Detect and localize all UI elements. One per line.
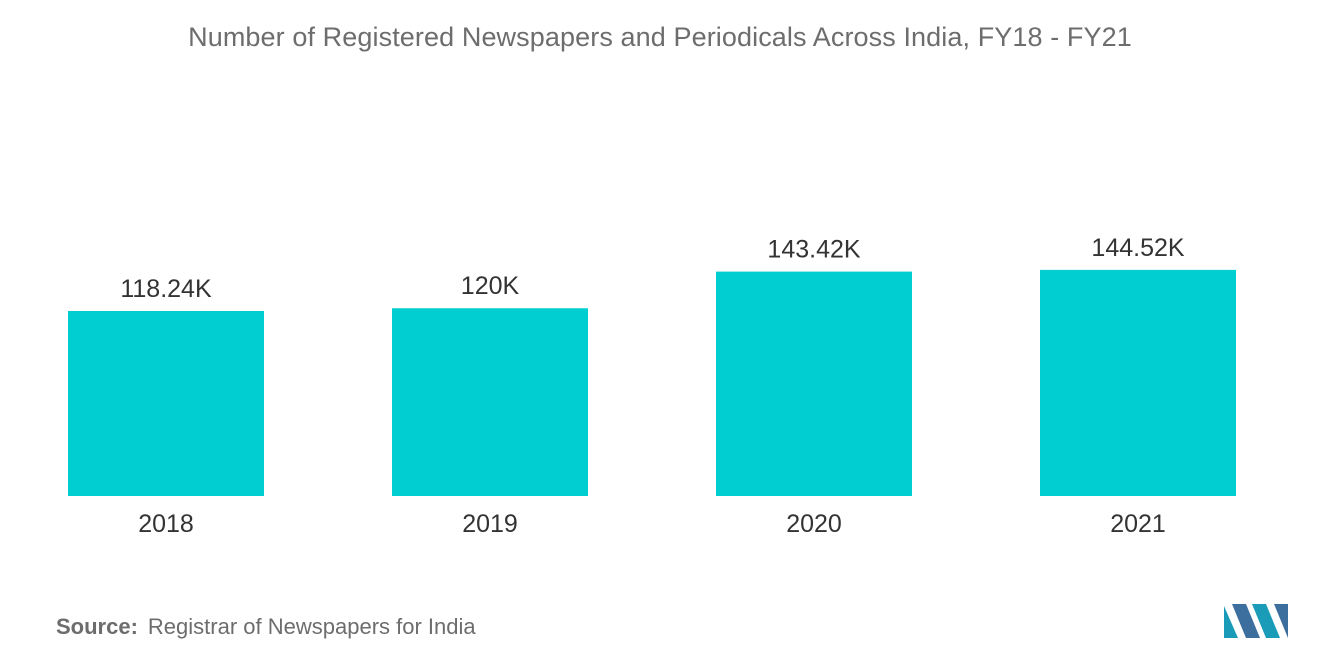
- mordor-intelligence-logo-icon: [1224, 604, 1288, 638]
- source-label: Source:: [56, 614, 138, 639]
- value-label-2018: 118.24K: [120, 275, 212, 303]
- source-text: Registrar of Newspapers for India: [147, 614, 476, 639]
- value-label-2019: 120K: [461, 272, 520, 300]
- value-labels-layer: 118.24K 120K 143.42K 144.52K: [120, 234, 1185, 303]
- bar-2019: [392, 308, 588, 496]
- value-label-2020: 143.42K: [767, 236, 860, 264]
- category-label-2021: 2021: [1110, 510, 1166, 538]
- bars-layer: [68, 269, 1236, 496]
- value-label-2021: 144.52K: [1091, 234, 1184, 262]
- category-labels-layer: 2018 2019 2020 2021: [138, 510, 1166, 538]
- bar-2021: [1040, 269, 1236, 496]
- category-label-2019: 2019: [462, 510, 518, 538]
- category-label-2018: 2018: [138, 510, 194, 538]
- bar-2018: [68, 311, 264, 496]
- chart-title: Number of Registered Newspapers and Peri…: [188, 22, 1132, 52]
- category-label-2020: 2020: [786, 510, 842, 538]
- bar-2020: [716, 271, 912, 496]
- source-note: Source: Registrar of Newspapers for India: [56, 614, 476, 640]
